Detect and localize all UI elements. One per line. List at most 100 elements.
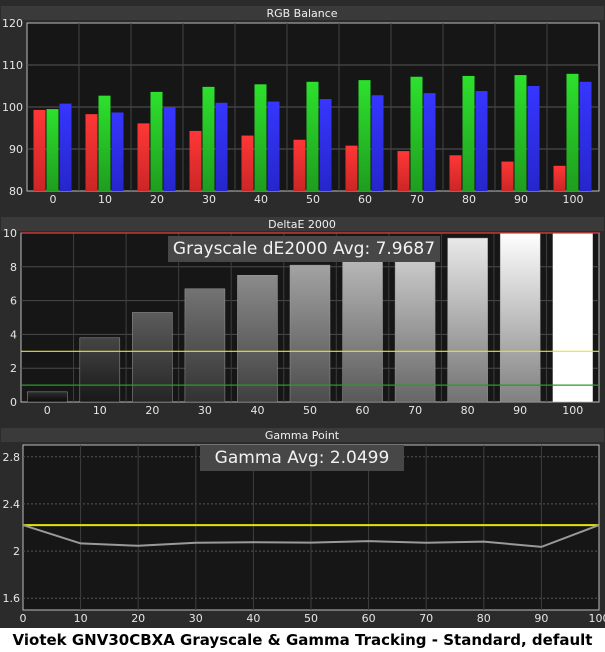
gamma-x-tick-label: 40 xyxy=(246,612,260,625)
panel-3-title: Gamma Point xyxy=(265,429,340,442)
gamma-x-tick-label: 100 xyxy=(589,612,605,625)
delta-e-bar xyxy=(394,247,436,403)
rgb-bar xyxy=(215,102,228,191)
gamma-x-tick-label: 0 xyxy=(20,612,27,625)
gamma-x-tick-label: 70 xyxy=(419,612,433,625)
delta-e-x-tick-label: 20 xyxy=(145,404,159,417)
rgb-bar xyxy=(163,107,176,191)
rgb-bar xyxy=(98,95,111,191)
figure-caption: Viotek GNV30CBXA Grayscale & Gamma Track… xyxy=(0,628,605,652)
rgb-bar xyxy=(345,145,358,191)
delta-e-y-tick-label: 6 xyxy=(10,295,17,308)
delta-e-bar xyxy=(289,264,331,403)
rgb-x-tick-label: 40 xyxy=(254,193,268,206)
rgb-bar xyxy=(111,112,124,191)
rgb-bar xyxy=(371,95,384,191)
rgb-bar xyxy=(358,80,371,191)
gamma-series-line xyxy=(22,524,600,548)
delta-e-x-tick-label: 10 xyxy=(93,404,107,417)
delta-e-bar xyxy=(184,288,226,403)
delta-e-bar xyxy=(447,237,488,403)
panel-2-title: DeltaE 2000 xyxy=(268,218,336,231)
rgb-x-tick-label: 90 xyxy=(514,193,528,206)
rgb-bar xyxy=(59,103,72,191)
rgb-bar xyxy=(423,93,436,191)
rgb-bar xyxy=(579,81,592,191)
delta-e-x-tick-label: 60 xyxy=(356,404,370,417)
rgb-bar xyxy=(553,165,566,191)
rgb-bar xyxy=(137,123,150,191)
gamma-y-tick-label: 2.4 xyxy=(3,498,21,511)
rgb-x-tick-label: 60 xyxy=(358,193,372,206)
delta-e-x-tick-label: 100 xyxy=(562,404,583,417)
rgb-bar xyxy=(85,114,98,191)
rgb-x-tick-label: 0 xyxy=(50,193,57,206)
delta-e-x-tick-label: 90 xyxy=(513,404,527,417)
delta-e-x-tick-label: 0 xyxy=(44,404,51,417)
panel-2-title-bar xyxy=(1,217,604,231)
gamma-y-tick-label: 1.6 xyxy=(3,592,21,605)
rgb-x-tick-label: 80 xyxy=(462,193,476,206)
rgb-bar xyxy=(397,151,410,191)
rgb-bar xyxy=(306,81,319,191)
delta-e-bar xyxy=(342,256,383,403)
rgb-bar xyxy=(566,73,579,191)
gamma-x-tick-label: 50 xyxy=(304,612,318,625)
rgb-y-tick-label: 100 xyxy=(2,101,23,114)
delta-e-y-tick-label: 8 xyxy=(10,261,17,274)
rgb-bar xyxy=(462,75,475,191)
gamma-x-tick-label: 10 xyxy=(74,612,88,625)
rgb-bar xyxy=(33,109,46,191)
delta-e-y-tick-label: 2 xyxy=(10,362,17,375)
gamma-x-tick-label: 90 xyxy=(534,612,548,625)
panel-1-title-bar xyxy=(1,6,604,20)
rgb-x-tick-label: 50 xyxy=(306,193,320,206)
delta-e-y-tick-label: 10 xyxy=(3,227,17,240)
rgb-bar xyxy=(202,86,215,191)
rgb-y-tick-label: 80 xyxy=(9,185,23,198)
gamma-y-tick-label: 2 xyxy=(13,545,20,558)
delta-e-bar xyxy=(552,232,593,403)
gamma-x-tick-label: 30 xyxy=(189,612,203,625)
rgb-bar xyxy=(501,161,514,191)
delta-e-bar xyxy=(499,232,541,403)
delta-e-average-banner: Grayscale dE2000 Avg: 7.9687 xyxy=(168,236,440,262)
delta-e-bar xyxy=(237,275,278,403)
rgb-bar xyxy=(410,76,423,191)
rgb-y-tick-label: 90 xyxy=(9,143,23,156)
rgb-bar xyxy=(514,75,527,191)
delta-e-x-tick-label: 70 xyxy=(408,404,422,417)
gamma-y-tick-label: 2.8 xyxy=(3,451,21,464)
delta-e-x-tick-label: 30 xyxy=(198,404,212,417)
rgb-bar xyxy=(254,84,267,191)
panel-1-title: RGB Balance xyxy=(266,7,337,20)
panel-3-title-bar xyxy=(1,428,604,442)
gamma-x-tick-label: 80 xyxy=(477,612,491,625)
rgb-bar xyxy=(189,130,202,191)
rgb-bar xyxy=(293,139,306,191)
gamma-average-banner: Gamma Avg: 2.0499 xyxy=(200,445,404,471)
rgb-bar xyxy=(475,91,488,191)
gamma-x-tick-label: 60 xyxy=(362,612,376,625)
rgb-bar xyxy=(319,99,332,191)
rgb-x-tick-label: 30 xyxy=(202,193,216,206)
rgb-x-tick-label: 70 xyxy=(410,193,424,206)
gamma-x-tick-label: 20 xyxy=(131,612,145,625)
delta-e-x-tick-label: 50 xyxy=(303,404,317,417)
rgb-y-tick-label: 120 xyxy=(2,17,23,30)
delta-e-x-tick-label: 80 xyxy=(461,404,475,417)
delta-e-bar xyxy=(27,391,68,403)
delta-e-y-tick-label: 0 xyxy=(10,396,17,409)
rgb-bar xyxy=(150,91,163,191)
delta-e-bar xyxy=(79,337,121,403)
rgb-bar xyxy=(46,109,59,191)
delta-e-bar xyxy=(132,312,173,403)
rgb-bar xyxy=(241,135,254,191)
rgb-x-tick-label: 100 xyxy=(563,193,584,206)
rgb-y-tick-label: 110 xyxy=(2,59,23,72)
rgb-bar xyxy=(449,155,462,191)
rgb-bar xyxy=(527,86,540,191)
delta-e-x-tick-label: 40 xyxy=(250,404,264,417)
rgb-bar xyxy=(267,101,280,191)
